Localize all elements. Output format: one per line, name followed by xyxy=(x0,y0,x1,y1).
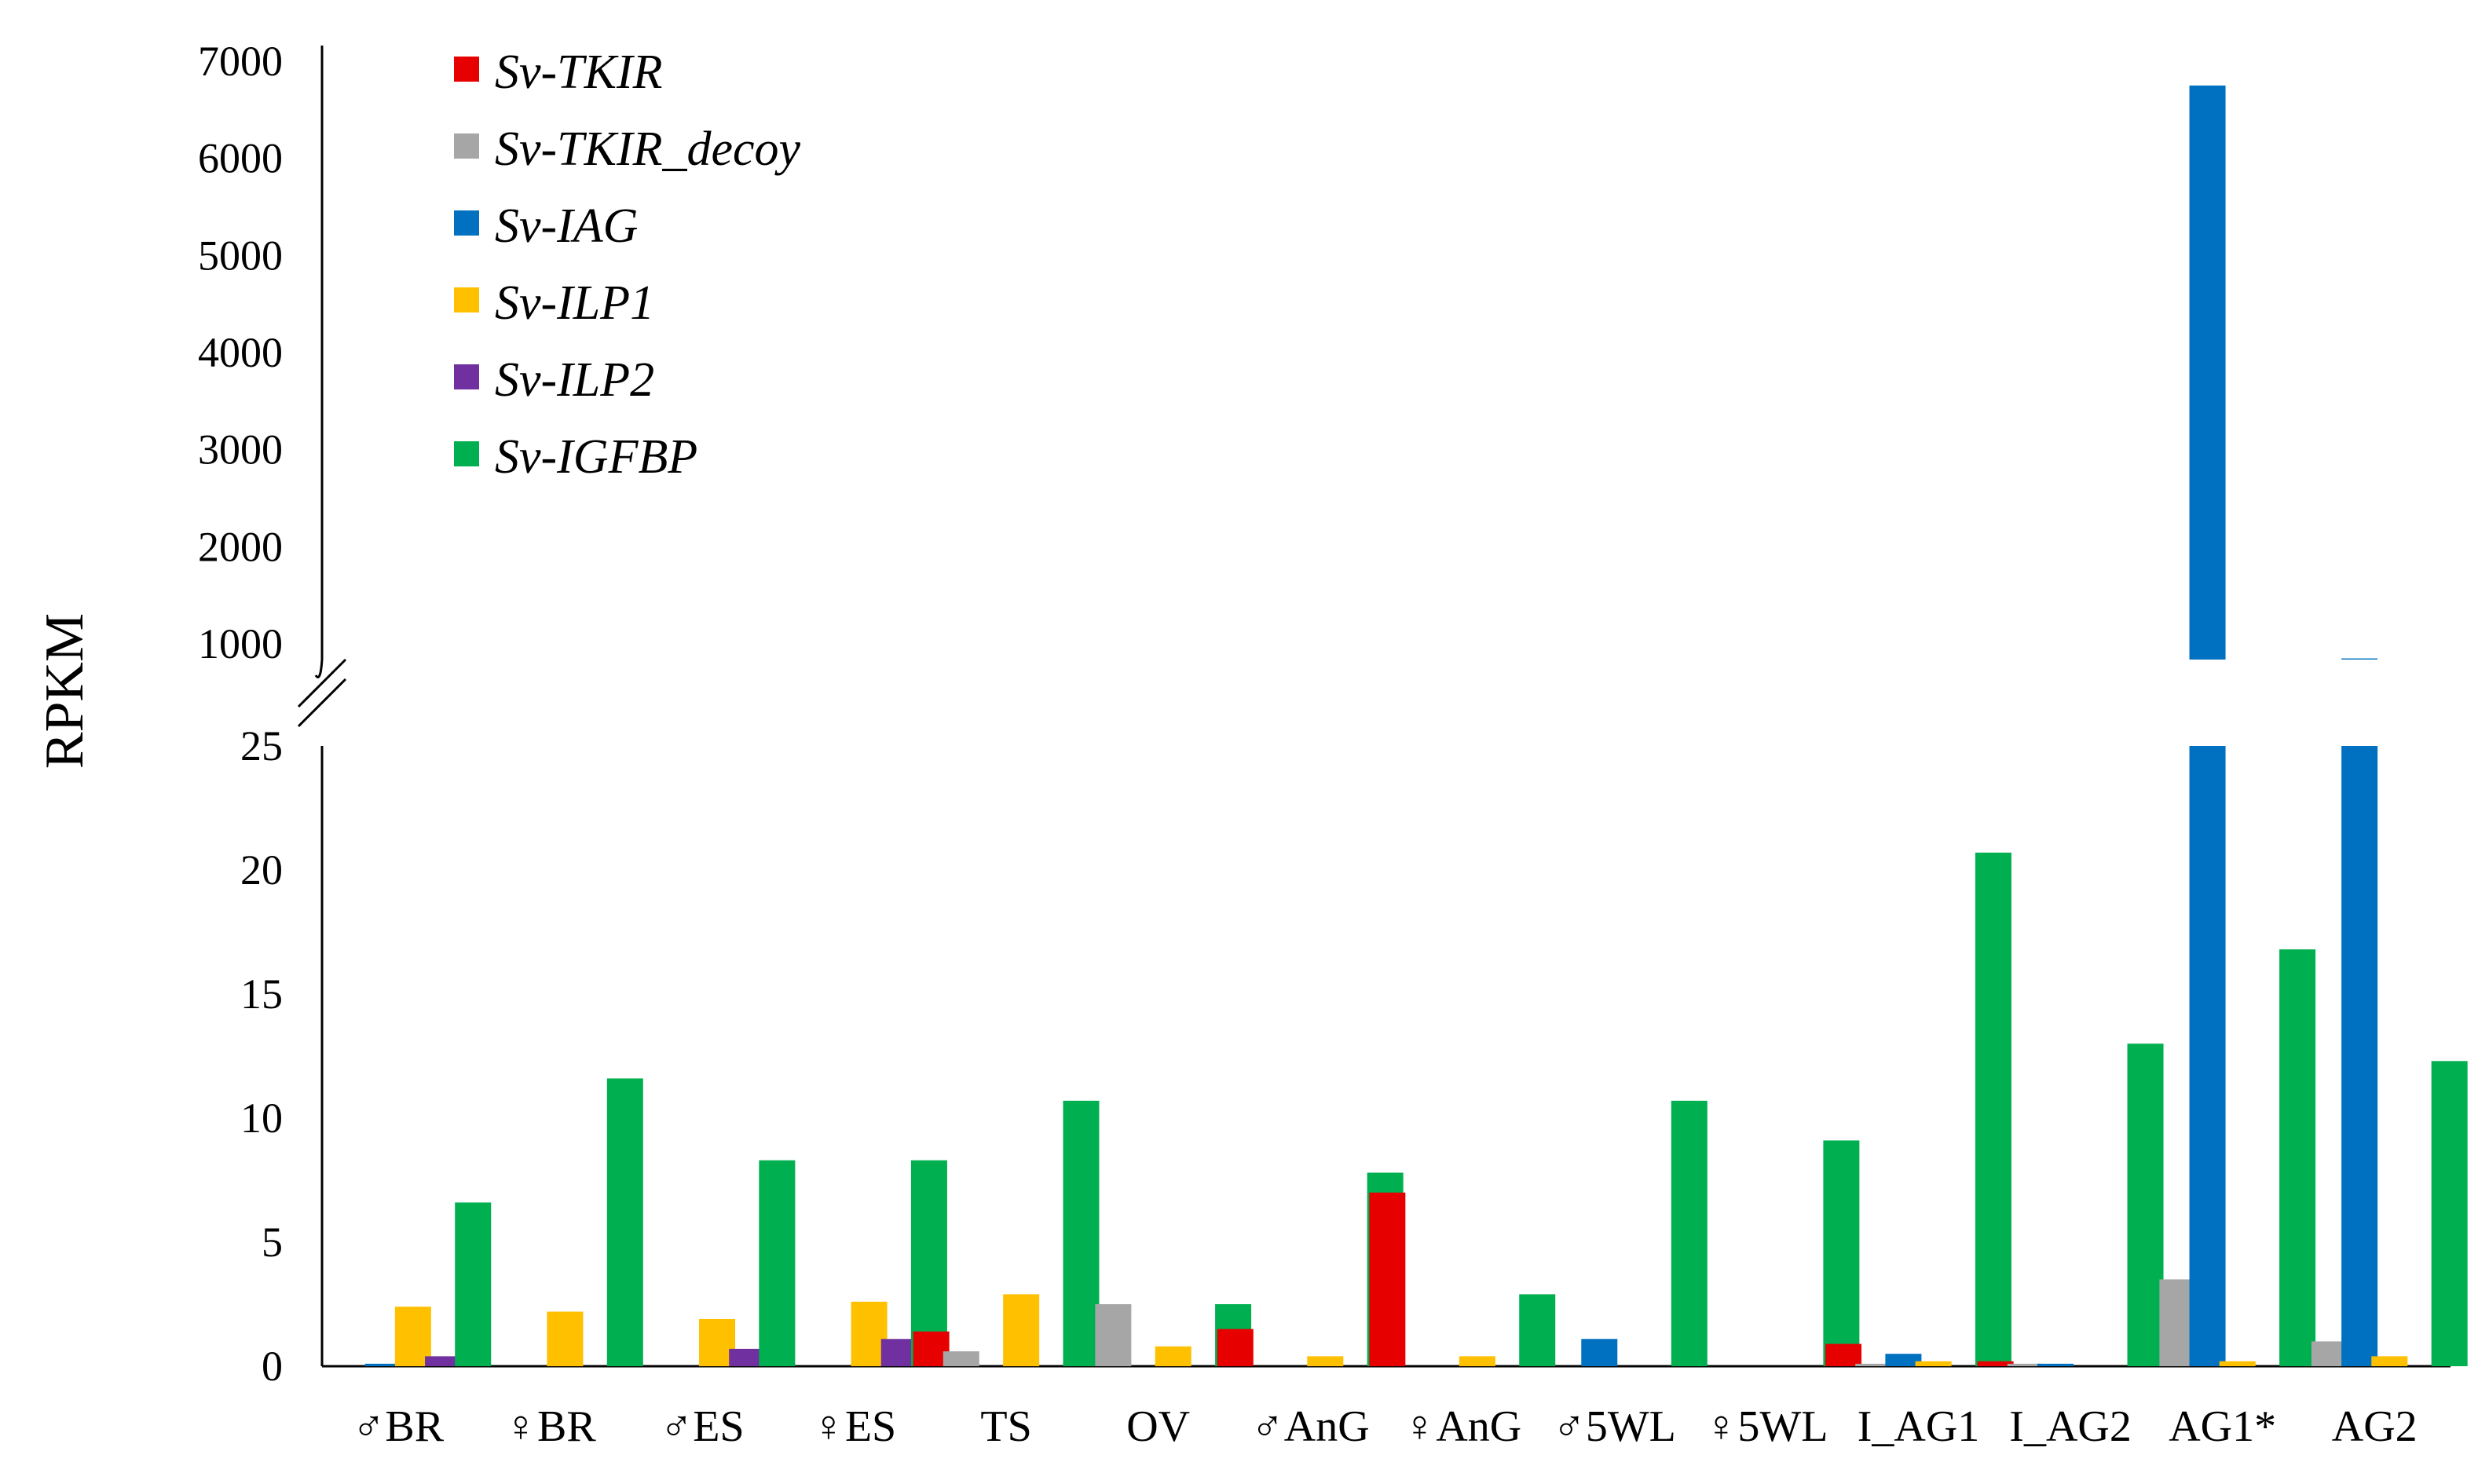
bar-sv-tkir-decoy-ov xyxy=(1095,1304,1132,1366)
x-tick-label: ♀5WL xyxy=(1704,1402,1828,1451)
bar-sv-ilp2-br xyxy=(425,1356,462,1366)
bar-sv-iag-ag1 xyxy=(2189,746,2226,1366)
legend-swatch-sv-tkir-decoy xyxy=(454,133,479,159)
y-axis-label: RPKM xyxy=(35,613,95,769)
x-tick-label: ♂5WL xyxy=(1553,1402,1676,1451)
legend-label-sv-tkir: Sv-TKIR xyxy=(495,46,663,99)
legend: Sv-TKIR Sv-TKIR_decoy Sv-IAG Sv-ILP1 Sv-ILP2… xyxy=(454,46,801,484)
bar-sv-ilp1-i-ag1 xyxy=(1915,1361,1952,1366)
bar-sv-tkir-i-ag2 xyxy=(1977,1361,2014,1366)
x-tick-label: I_AG2 xyxy=(2009,1402,2132,1451)
bar-sv-ilp1-br xyxy=(547,1311,584,1366)
legend-swatch-sv-ilp1 xyxy=(454,287,479,313)
y-tick-label: 5000 xyxy=(198,232,283,279)
x-tick-label: ♂AnG xyxy=(1251,1402,1370,1451)
y-tick-label: 0 xyxy=(262,1343,283,1390)
x-tick-label: I_AG1 xyxy=(1858,1402,1980,1451)
bar-sv-ilp1-ag1 xyxy=(2219,1361,2256,1366)
legend-swatch-sv-ilp2 xyxy=(454,364,479,389)
bar-sv-tkir-ang xyxy=(1217,1329,1254,1366)
axis-break-mark xyxy=(297,658,347,708)
axis-break-mark xyxy=(297,678,347,728)
bar-sv-igfbp-br xyxy=(606,1078,643,1366)
y-tick-label: 2000 xyxy=(198,523,283,570)
bar-sv-ilp1-ang xyxy=(1307,1356,1344,1366)
bar-sv-igfbp-ag2 xyxy=(2431,1061,2468,1366)
legend-label-sv-iag: Sv-IAG xyxy=(495,199,638,253)
bars xyxy=(364,85,2468,1366)
bar-sv-ilp1-ang xyxy=(1459,1356,1495,1366)
bar-sv-tkir-decoy-ts xyxy=(943,1351,979,1366)
bar-sv-iag-i-ag2 xyxy=(2037,1363,2074,1366)
y-tick-label: 1000 xyxy=(198,620,283,667)
y-axis-upper-line xyxy=(314,46,324,678)
x-tick-label: TS xyxy=(980,1402,1031,1451)
bar-sv-tkir-decoy-i-ag1 xyxy=(1855,1363,1892,1366)
y-tick-label: 6000 xyxy=(198,135,283,182)
y-tick-label: 15 xyxy=(240,970,283,1018)
bar-sv-iag-br xyxy=(364,1363,401,1366)
y-tick-label: 7000 xyxy=(198,38,283,85)
x-tick-label: ♂ES xyxy=(660,1402,744,1451)
y-tick-label: 4000 xyxy=(198,329,283,376)
bar-sv-igfbp-ang xyxy=(1519,1294,1556,1366)
x-tick-label: OV xyxy=(1126,1402,1190,1451)
y-tick-label: 10 xyxy=(240,1095,283,1142)
bar-sv-igfbp-ag1 xyxy=(2279,949,2316,1366)
bar-sv-ilp2-es xyxy=(729,1348,766,1366)
legend-swatch-sv-tkir xyxy=(454,57,479,82)
bar-sv-tkir-decoy-i-ag2 xyxy=(2007,1363,2044,1366)
bar-sv-iag-5wl xyxy=(1581,1339,1618,1366)
x-tick-label: ♀ES xyxy=(812,1402,896,1451)
bar-sv-ilp1-ag2 xyxy=(2371,1356,2408,1366)
x-tick-label: ♂BR xyxy=(352,1402,444,1451)
legend-swatch-sv-igfbp xyxy=(454,441,479,466)
legend-label-sv-ilp1: Sv-ILP1 xyxy=(495,276,654,330)
x-tick-label: ♀BR xyxy=(504,1402,596,1451)
bar-sv-igfbp-br xyxy=(455,1202,492,1366)
bar-sv-igfbp-i-ag1 xyxy=(1975,852,2011,1366)
legend-label-sv-igfbp: Sv-IGFBP xyxy=(495,430,697,484)
bar-sv-ilp1-ov xyxy=(1155,1346,1191,1366)
x-tick-label: ♀AnG xyxy=(1403,1402,1521,1451)
legend-label-sv-tkir-decoy: Sv-TKIR_decoy xyxy=(495,122,801,176)
bar-sv-tkir-ang xyxy=(1369,1192,1406,1366)
bar-sv-ilp1-ts xyxy=(1003,1294,1040,1366)
bar-sv-tkir-i-ag1 xyxy=(1825,1343,1862,1366)
bar-sv-igfbp-5wl xyxy=(1823,1140,1860,1366)
legend-label-sv-ilp2: Sv-ILP2 xyxy=(495,353,654,407)
bar-sv-igfbp-5wl xyxy=(1671,1100,1708,1366)
y-tick-label: 5 xyxy=(262,1219,283,1266)
bar-sv-iag-ag1-upper xyxy=(2189,85,2226,660)
category-labels: ♂BR ♀BR ♂ES ♀ES TS OV ♂AnG ♀AnG ♂5WL ♀5WL I_AG1 I_A… xyxy=(352,1402,2417,1451)
x-tick-label: AG1* xyxy=(2169,1402,2276,1451)
bar-sv-iag-ag2 xyxy=(2341,746,2378,1366)
y-tick-label: 20 xyxy=(240,846,283,894)
bar-sv-iag-i-ag1 xyxy=(1885,1354,1922,1366)
bar-sv-igfbp-i-ag2 xyxy=(2127,1044,2164,1366)
bar-sv-igfbp-ts xyxy=(1063,1100,1100,1366)
bar-sv-igfbp-es xyxy=(759,1160,796,1366)
tick-labels: 0 5 10 15 20 25 1000 2000 3000 4000 5000 6000 7000 xyxy=(198,38,283,1390)
legend-swatch-sv-iag xyxy=(454,210,479,236)
y-tick-label: 3000 xyxy=(198,426,283,473)
y-tick-label: 25 xyxy=(240,722,283,769)
x-tick-label: AG2 xyxy=(2332,1402,2418,1451)
bar-sv-iag-ag2-upper xyxy=(2341,658,2378,660)
